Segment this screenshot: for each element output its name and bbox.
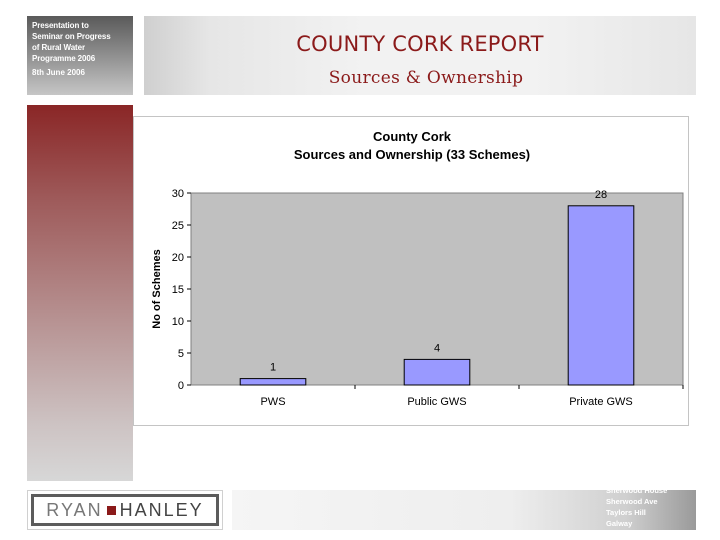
ryan-hanley-logo: RYAN HANLEY: [27, 490, 223, 530]
presentation-line-2: Seminar on Progress: [32, 32, 111, 41]
y-tick-label: 20: [172, 252, 184, 264]
office-address: Sherwood House Sherwood Ave Taylors Hill…: [606, 485, 696, 529]
y-tick-label: 15: [172, 284, 184, 296]
title-band: [144, 16, 696, 95]
address-line-4: Galway: [606, 519, 633, 528]
y-tick-label: 30: [172, 188, 184, 200]
x-tick-label: Public GWS: [407, 396, 466, 408]
address-line-3: Taylors Hill: [606, 508, 646, 517]
footer-band: [232, 490, 696, 530]
address-line-1: Sherwood House: [606, 486, 668, 495]
decorative-side-bar: [27, 105, 133, 481]
y-tick-label: 25: [172, 220, 184, 232]
address-line-2: Sherwood Ave: [606, 497, 658, 506]
y-tick-label: 5: [178, 348, 184, 360]
x-tick-label: Private GWS: [569, 396, 633, 408]
presentation-line-3: of Rural Water: [32, 43, 85, 52]
logo-text-hanley: HANLEY: [119, 499, 204, 520]
bar: [567, 205, 635, 386]
logo-text-ryan: RYAN: [46, 499, 103, 520]
x-tick-label: PWS: [260, 396, 285, 408]
data-label: 4: [434, 342, 440, 354]
y-axis-label: No of Schemes: [151, 249, 163, 328]
logo-square-mark: [106, 505, 116, 515]
chart-frame: County Cork Sources and Ownership (33 Sc…: [133, 116, 689, 426]
chart-subtitle: Sources and Ownership (33 Schemes): [294, 147, 530, 162]
presentation-info-box: Presentation to Seminar on Progress of R…: [27, 16, 133, 95]
presentation-date: 8th June 2006: [32, 68, 85, 77]
page-title: COUNTY CORK REPORT: [296, 32, 544, 56]
bar: [239, 378, 307, 386]
presentation-line-1: Presentation to: [32, 21, 89, 30]
y-tick-label: 0: [178, 380, 184, 392]
bar-chart: County Cork Sources and Ownership (33 Sc…: [151, 129, 684, 408]
page-subtitle: Sources & Ownership: [328, 68, 524, 88]
data-label: 1: [270, 362, 276, 374]
data-label: 28: [595, 189, 607, 201]
bar: [403, 358, 471, 386]
y-tick-label: 10: [172, 316, 184, 328]
logo-frame: RYAN HANLEY: [31, 494, 219, 526]
chart-title: County Cork: [373, 129, 452, 144]
presentation-line-4: Programme 2006: [32, 54, 96, 63]
